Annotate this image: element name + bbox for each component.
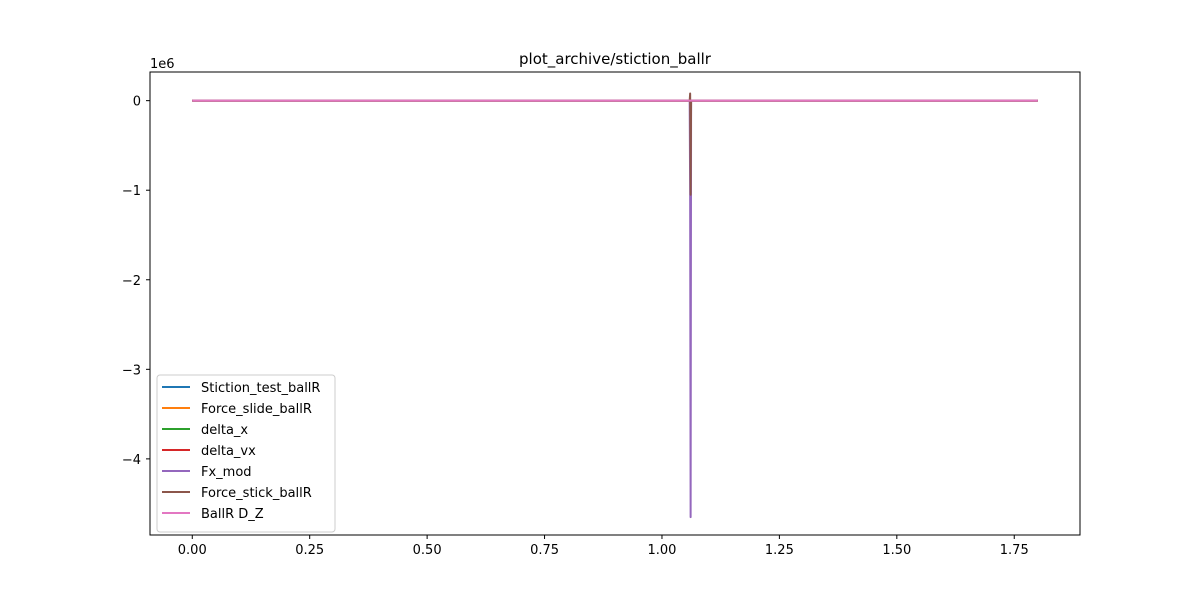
legend-label-fx-mod: Fx_mod xyxy=(201,465,252,480)
x-tick-label: 1.50 xyxy=(882,543,911,558)
legend-frame xyxy=(156,374,336,533)
x-axis: 0.00 0.25 0.50 0.75 1.00 1.25 1.50 1.75 xyxy=(178,535,1029,558)
chart-title: plot_archive/stiction_ballr xyxy=(519,50,712,69)
x-tick-label: 1.00 xyxy=(647,543,676,558)
y-tick-label: −3 xyxy=(122,363,141,378)
y-tick-label: −2 xyxy=(122,274,141,289)
series-layer xyxy=(192,92,1038,519)
x-tick-label: 0.50 xyxy=(413,543,442,558)
legend-label-force-slide-ballr: Force_slide_ballR xyxy=(201,402,312,417)
x-tick-label: 1.25 xyxy=(765,543,794,558)
legend: Stiction_test_ballR Force_slide_ballRdelt… xyxy=(156,374,336,533)
x-tick-label: 0.75 xyxy=(530,543,559,558)
legend-label-stiction-test-ballr: Stiction_test_ballR xyxy=(201,381,320,396)
y-tick-label: −4 xyxy=(122,453,141,468)
x-tick-label: 1.75 xyxy=(1000,543,1029,558)
y-tick-label: −1 xyxy=(122,184,141,199)
y-tick-label: 0 xyxy=(133,95,141,110)
legend-label-force-stick-ballr: Force_stick_ballR xyxy=(201,486,312,501)
legend-label-ballr-d-z: BallR D_Z xyxy=(201,507,264,522)
y-offset-text: 1e6 xyxy=(150,57,175,72)
x-tick-label: 0.25 xyxy=(295,543,324,558)
x-tick-label: 0.00 xyxy=(178,543,207,558)
legend-label-delta-vx: delta_vx xyxy=(201,444,256,459)
series-line-force-stick-ballr xyxy=(192,92,1038,196)
y-axis: 0 −1 −2 −3 −4 xyxy=(122,95,150,468)
legend-label-delta-x: delta_x xyxy=(201,423,248,438)
plot-area-frame xyxy=(149,71,1081,536)
